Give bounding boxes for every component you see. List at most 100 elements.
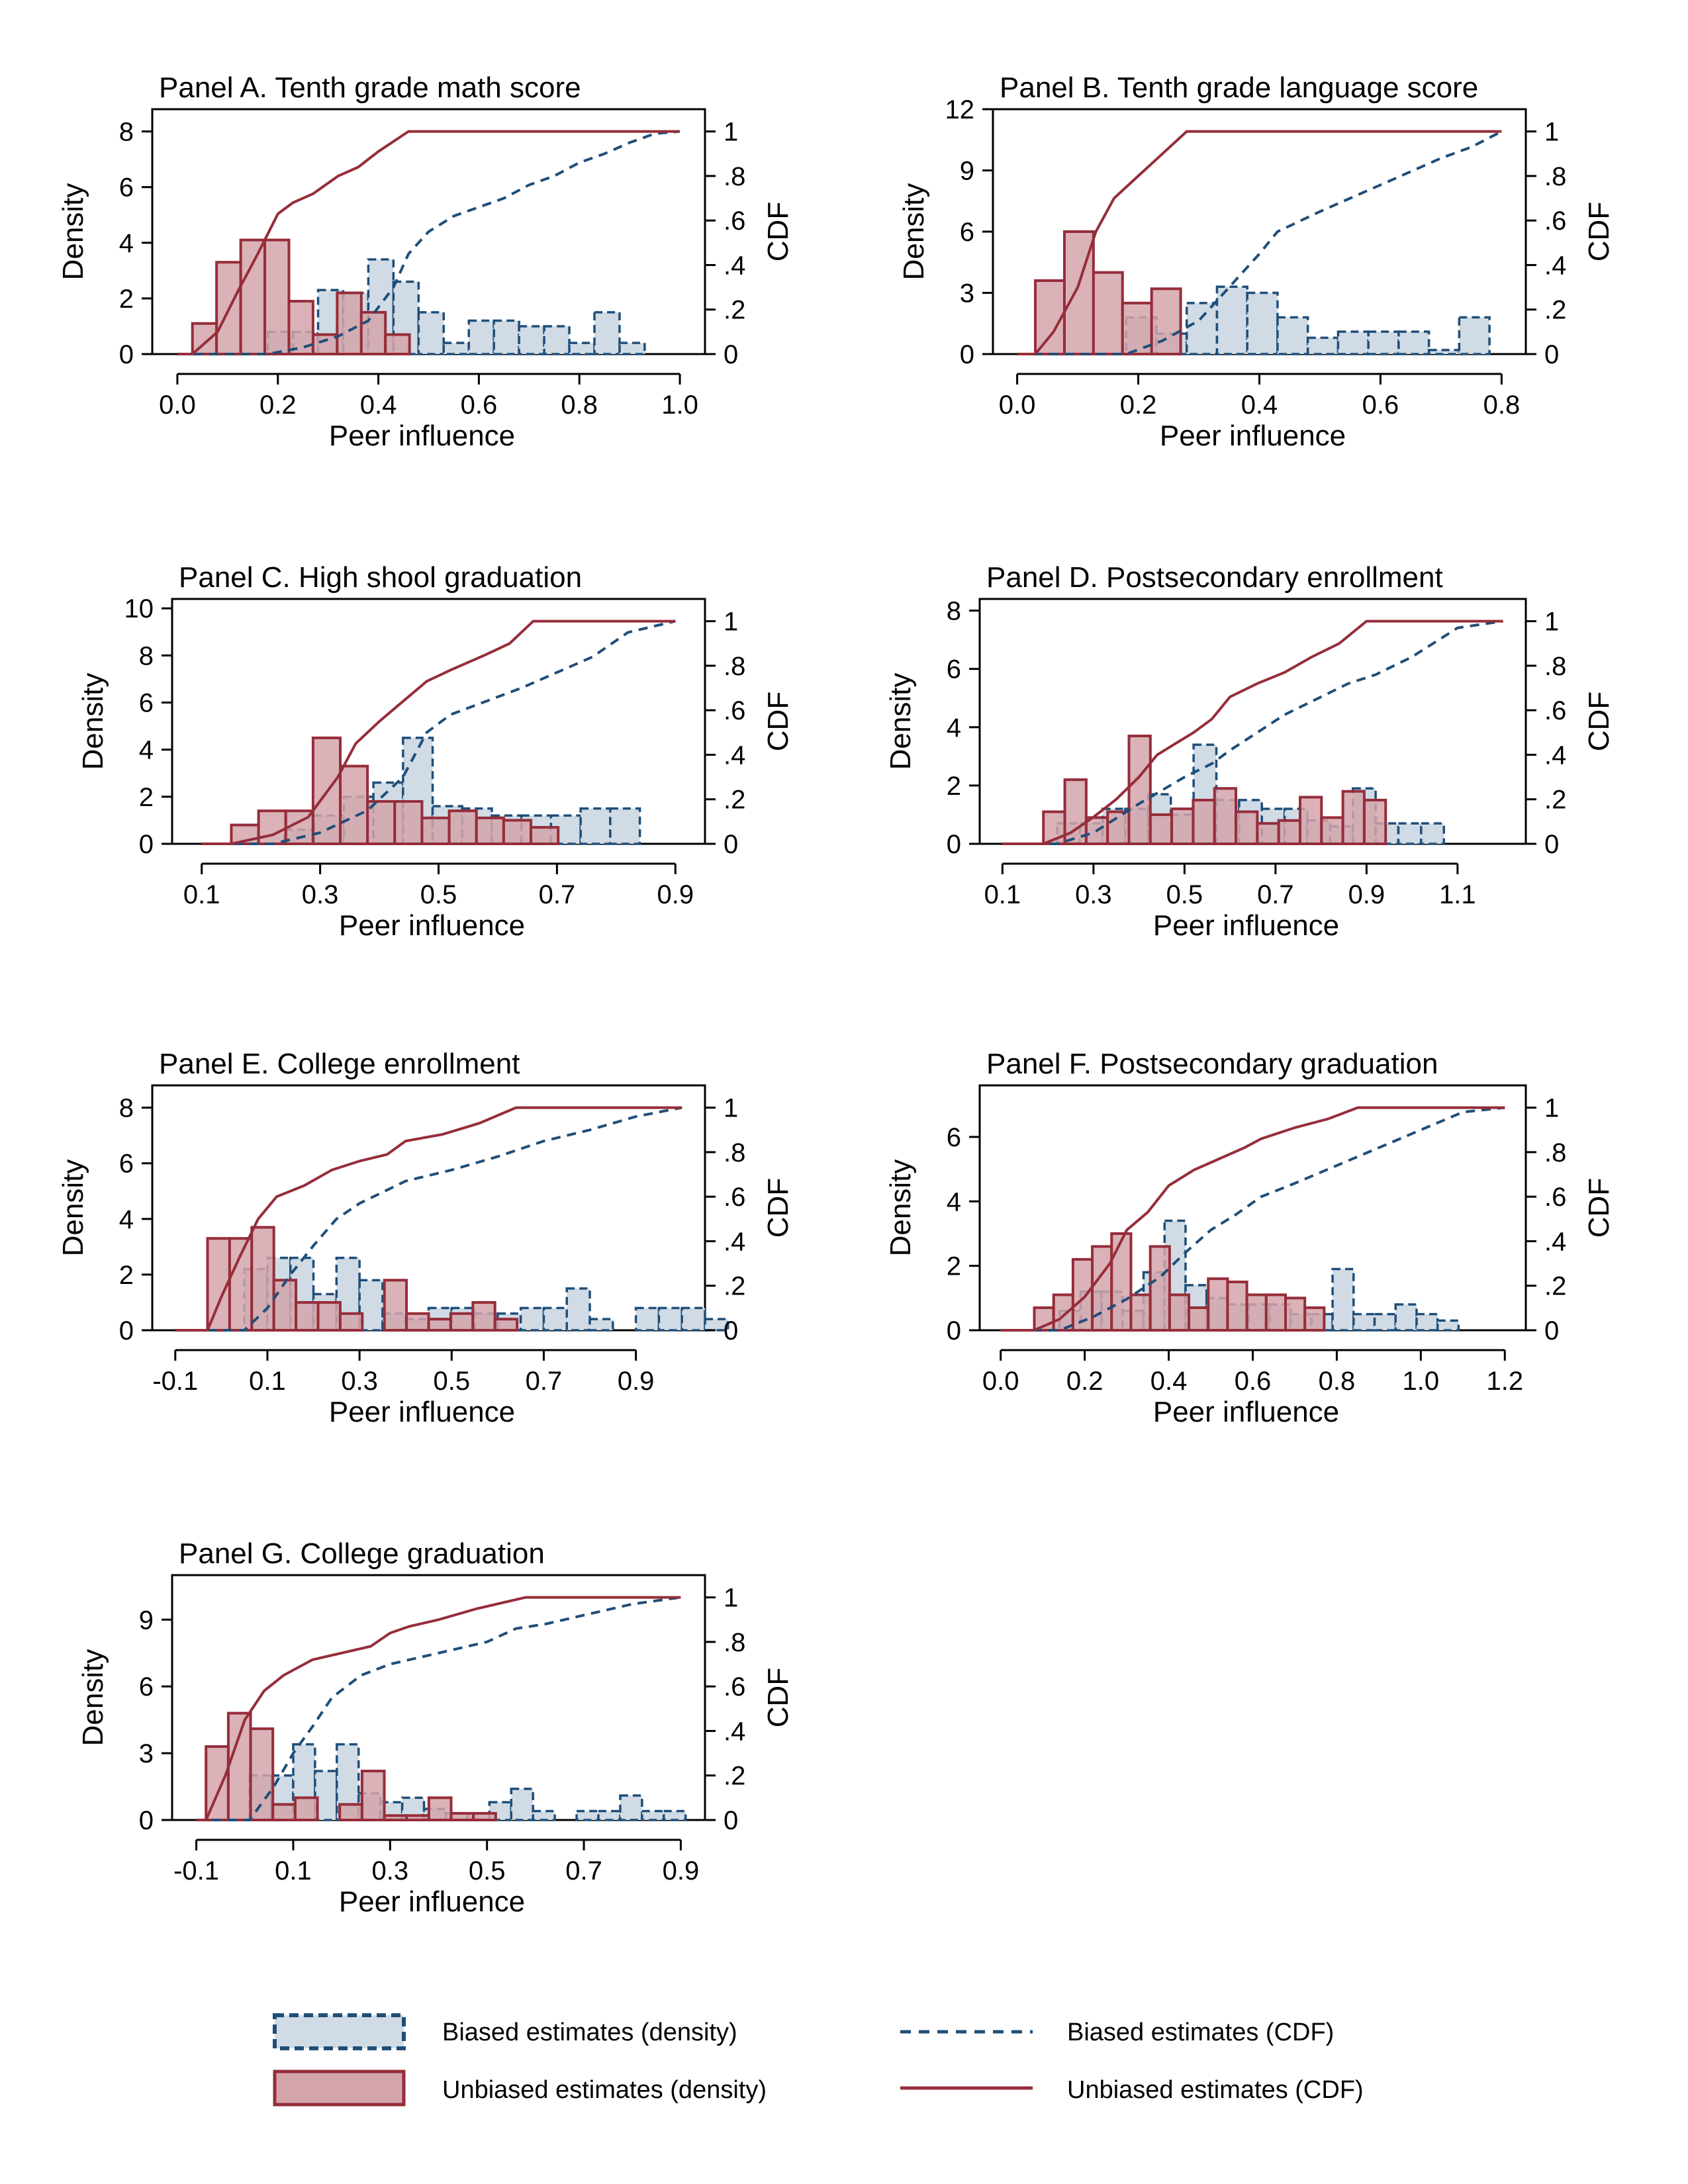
biased-density-bar (1415, 1312, 1439, 1332)
x-tick-label: 0.3 (372, 1856, 409, 1886)
y2-tick-label: .8 (724, 1138, 745, 1167)
y-tick-label: 9 (139, 1606, 154, 1635)
y2-tick-label: 1 (724, 1584, 738, 1613)
x-axis-label: Peer influence (339, 1886, 525, 1918)
y2-tick-label: .8 (1544, 162, 1566, 191)
panel-d: Panel D. Postsecondary enrollment 0.1 0.3 0… (884, 561, 1615, 942)
y2-tick-label: 0 (1544, 830, 1559, 859)
y2-tick-label: 1 (724, 1094, 738, 1123)
unbiased-density-bar (1235, 810, 1259, 845)
biased-density-bar (1367, 330, 1400, 355)
x-tick-label: 0.6 (461, 390, 498, 420)
biased-density-bar (680, 1306, 706, 1332)
biased-density-bar (417, 311, 445, 355)
unbiased-density-bar (1207, 1277, 1229, 1332)
x-tick-label: 0.9 (657, 880, 694, 909)
x-tick-label: 0.9 (663, 1856, 700, 1886)
y-tick-label: 8 (139, 641, 154, 670)
biased-density-bar (1397, 822, 1423, 845)
unbiased-density-bar (447, 809, 478, 845)
x-tick-label: 0.1 (984, 880, 1021, 909)
y-tick-label: 10 (124, 594, 154, 623)
x-tick-label: 0.7 (539, 880, 576, 909)
unbiased-cdf-line (177, 130, 680, 355)
y2-tick-label: 0 (724, 340, 738, 369)
legend-label-biased-density: Biased estimates (density) (442, 2019, 737, 2046)
biased-cdf-line (1000, 1106, 1505, 1332)
x-tick-label: 0.1 (183, 880, 220, 909)
y-tick-label: 6 (119, 1150, 134, 1179)
panel-e-title: Panel E. College enrollment (159, 1048, 520, 1080)
x-tick-label: 0.4 (360, 390, 397, 420)
y2-tick-label: .8 (724, 162, 745, 191)
unbiased-density-bar (1106, 810, 1131, 845)
unbiased-density-bar (1110, 1232, 1133, 1332)
biased-density-bar (532, 1809, 556, 1821)
unbiased-density-bar (338, 1803, 363, 1822)
x-tick-label: -0.1 (173, 1856, 219, 1886)
x-axis-label: Peer influence (329, 420, 515, 452)
unbiased-density-bar (1341, 790, 1366, 845)
y-tick-label: 4 (947, 1187, 961, 1216)
y2-tick-label: 1 (724, 118, 738, 147)
x-tick-label: 0.7 (526, 1367, 563, 1396)
biased-density-bar (543, 325, 571, 355)
y2-axis-label: CDF (1583, 202, 1615, 261)
y2-tick-label: .4 (724, 741, 745, 770)
unbiased-density-bar (1277, 819, 1301, 846)
y2-tick-label: .2 (724, 296, 745, 325)
unbiased-density-bar (1052, 1293, 1074, 1332)
x-tick-label: 0.3 (341, 1367, 378, 1396)
legend-label-unbiased-cdf: Unbiased estimates (CDF) (1067, 2076, 1364, 2104)
y2-tick-label: .4 (724, 251, 745, 280)
x-tick-label: 0.5 (433, 1367, 470, 1396)
biased-density-bar (1246, 291, 1279, 355)
unbiased-density-bar (449, 1811, 475, 1822)
unbiased-density-bar (405, 1814, 430, 1821)
unbiased-density-bar (1299, 796, 1323, 845)
unbiased-density-bar (226, 1711, 252, 1821)
panel-b-title: Panel B. Tenth grade language score (1000, 71, 1478, 104)
y2-tick-label: .8 (724, 1628, 745, 1657)
unbiased-density-bar (1149, 813, 1174, 846)
y2-tick-label: .2 (724, 1762, 745, 1791)
unbiased-density-bar (502, 819, 533, 846)
x-tick-label: 0.9 (1348, 880, 1385, 909)
unbiased-density-bar (1034, 279, 1066, 355)
x-tick-label: 0.5 (420, 880, 457, 909)
y-tick-label: 4 (947, 713, 961, 743)
y2-axis-label: CDF (762, 202, 794, 261)
x-tick-label: 0.2 (1066, 1367, 1103, 1396)
biased-density-bar (597, 1809, 622, 1821)
biased-density-bar (657, 1306, 683, 1332)
unbiased-density-bar (1150, 287, 1182, 356)
y2-tick-label: .6 (724, 1183, 745, 1212)
panel-c: Panel C. High shool graduation 0.1 0.3 0.5 0… (77, 561, 794, 942)
unbiased-density-bar (1245, 1293, 1268, 1332)
x-axis-label: Peer influence (1153, 1396, 1339, 1428)
y2-axis-label: CDF (762, 1178, 794, 1238)
y2-tick-label: .6 (724, 206, 745, 236)
panel-e: Panel E. College enrollment -0.1 0.1 0.3 0.5… (57, 1048, 794, 1428)
unbiased-density-bar (339, 764, 369, 846)
unbiased-density-bar (1063, 778, 1088, 845)
unbiased-density-bar (1168, 1293, 1191, 1332)
unbiased-density-bar (384, 333, 411, 355)
unbiased-density-bar (1256, 822, 1280, 845)
biased-density-bar (565, 1287, 591, 1332)
biased-density-bar (1394, 1303, 1418, 1332)
unbiased-density-bar (205, 1745, 230, 1821)
panel-d-title: Panel D. Postsecondary enrollment (986, 561, 1443, 594)
unbiased-density-bar (1320, 816, 1344, 846)
unbiased-density-bar (239, 238, 267, 356)
unbiased-density-bar (1284, 1297, 1307, 1332)
biased-density-bar (1397, 330, 1430, 355)
x-tick-label: 0.0 (159, 390, 196, 420)
biased-density-bar (1458, 316, 1491, 355)
y2-axis-label: CDF (762, 1668, 794, 1727)
y2-tick-label: .8 (1544, 652, 1566, 681)
unbiased-cdf-line (175, 1106, 682, 1332)
y-tick-label: 12 (945, 95, 975, 124)
legend-swatch-biased-density (273, 2013, 406, 2050)
biased-density-bar (314, 1770, 338, 1821)
